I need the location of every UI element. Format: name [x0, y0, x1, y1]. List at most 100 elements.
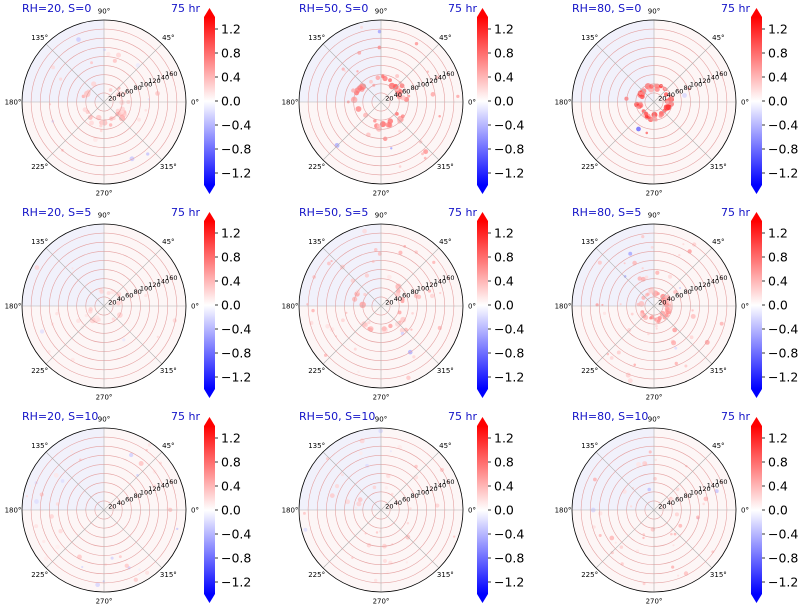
field-mark: [378, 530, 382, 533]
angular-gridline: [380, 43, 440, 103]
colorbar-extend-bottom: [477, 185, 488, 194]
field-mark: [435, 75, 439, 80]
colorbar-tick-label: 0.8: [221, 250, 241, 265]
angular-gridline: [322, 305, 382, 365]
field-mark: [384, 486, 389, 490]
colorbar-tick-label: −0.8: [494, 551, 524, 566]
colorbar-gradient: [477, 17, 488, 185]
field-mark: [350, 96, 358, 104]
colorbar-tick-label: 0.8: [768, 250, 788, 265]
angular-gridline: [595, 451, 655, 511]
field-mark: [663, 92, 669, 97]
angular-gridline: [103, 305, 163, 365]
field-mark: [673, 532, 677, 536]
colorbar-tick-label: 0.0: [221, 94, 241, 109]
colorbar-tick-label: −0.4: [768, 322, 798, 337]
colorbar: 1.2 0.8 0.4 0.0 −0.4 −0.8 −1.2: [204, 417, 251, 603]
angle-tick-label: 225°: [308, 163, 325, 171]
field-mark: [41, 509, 44, 513]
angular-gridline: [380, 451, 440, 511]
field-mark: [406, 375, 411, 380]
colorbar-tick-label: −0.4: [494, 322, 524, 337]
radial-tick-label: 100: [417, 285, 429, 293]
radial-tick-label: 100: [417, 489, 429, 497]
radial-tick-label: 80: [684, 288, 692, 296]
field-mark: [99, 289, 104, 294]
field-mark: [662, 315, 667, 320]
colorbar-tick-label: 0.4: [494, 70, 514, 85]
field-mark: [654, 458, 658, 462]
radial-tick-label: 40: [667, 295, 675, 303]
field-mark: [704, 339, 710, 345]
field-mark: [405, 561, 409, 564]
field-mark: [655, 270, 660, 275]
angular-gridline: [45, 247, 105, 307]
angle-tick-label: 225°: [308, 571, 325, 579]
field-mark: [357, 370, 360, 373]
field-mark: [129, 452, 134, 458]
field-mark: [81, 565, 84, 569]
radial-tick-label: 100: [417, 81, 429, 89]
field-mark: [138, 568, 141, 571]
colorbar-extend-bottom: [204, 594, 215, 603]
field-mark: [670, 497, 674, 502]
angle-tick-label: 135°: [308, 442, 325, 450]
colorbar-tick-label: −0.8: [768, 551, 798, 566]
field-mark: [329, 493, 335, 498]
field-mark: [138, 460, 144, 466]
angle-tick-label: 270°: [96, 394, 113, 402]
colorbar-tick-label: 0.4: [221, 70, 241, 85]
radial-tick-label: 60: [125, 88, 133, 96]
field-mark: [369, 79, 373, 84]
field-mark: [406, 522, 410, 525]
polar-border: [298, 427, 464, 593]
radial-tick-label: 140: [434, 482, 446, 490]
field-mark: [619, 303, 622, 306]
angle-tick-label: 315°: [710, 367, 727, 375]
colorbar-extend-bottom: [204, 389, 215, 398]
radial-tick-label: 120: [698, 281, 710, 289]
radial-tick-label: 40: [117, 499, 125, 507]
field-mark: [357, 497, 363, 502]
colorbar-gradient: [477, 426, 488, 594]
field-mark: [399, 83, 405, 89]
radial-tick-label: 20: [658, 299, 666, 307]
radial-tick-label: 100: [690, 81, 702, 89]
field-mark: [341, 67, 345, 71]
field-mark: [118, 555, 122, 559]
field-mark: [601, 303, 604, 307]
colorbar-tick-label: 0.8: [221, 455, 241, 470]
angle-tick-label: 225°: [31, 367, 48, 375]
field-mark: [437, 325, 442, 331]
field-mark: [354, 87, 361, 94]
field-mark: [362, 228, 367, 234]
radial-tick-label: 60: [402, 496, 410, 504]
field-mark: [398, 165, 402, 168]
colorbar-extend-bottom: [477, 594, 488, 603]
field-mark: [674, 361, 678, 366]
radial-tick-label: 60: [125, 292, 133, 300]
field-mark: [345, 311, 348, 314]
field-mark: [400, 316, 406, 323]
radial-tick-label: 80: [134, 492, 142, 500]
angular-gridline: [103, 43, 163, 103]
panel-title-right: 75 hr: [721, 2, 750, 15]
field-mark: [25, 495, 29, 498]
field-mark: [674, 512, 679, 517]
field-mark: [642, 582, 646, 586]
radial-tick-label: 140: [707, 482, 719, 490]
colorbar-tick-label: 1.2: [768, 431, 788, 446]
colorbar-tick-label: −0.8: [221, 551, 251, 566]
field-mark: [678, 523, 683, 528]
panel-title-right: 75 hr: [721, 206, 750, 219]
colorbar-tick-label: 0.8: [768, 46, 788, 61]
field-mark: [34, 499, 39, 504]
panel-title-left: RH=50, S=0: [299, 2, 368, 15]
radial-tick-label: 100: [690, 489, 702, 497]
panel-title-right: 75 hr: [171, 2, 200, 15]
field-mark: [303, 527, 308, 532]
field-mark: [416, 294, 422, 300]
colorbar: 1.2 0.8 0.4 0.0 −0.4 −0.8 −1.2: [204, 212, 251, 398]
field-mark: [646, 292, 650, 296]
